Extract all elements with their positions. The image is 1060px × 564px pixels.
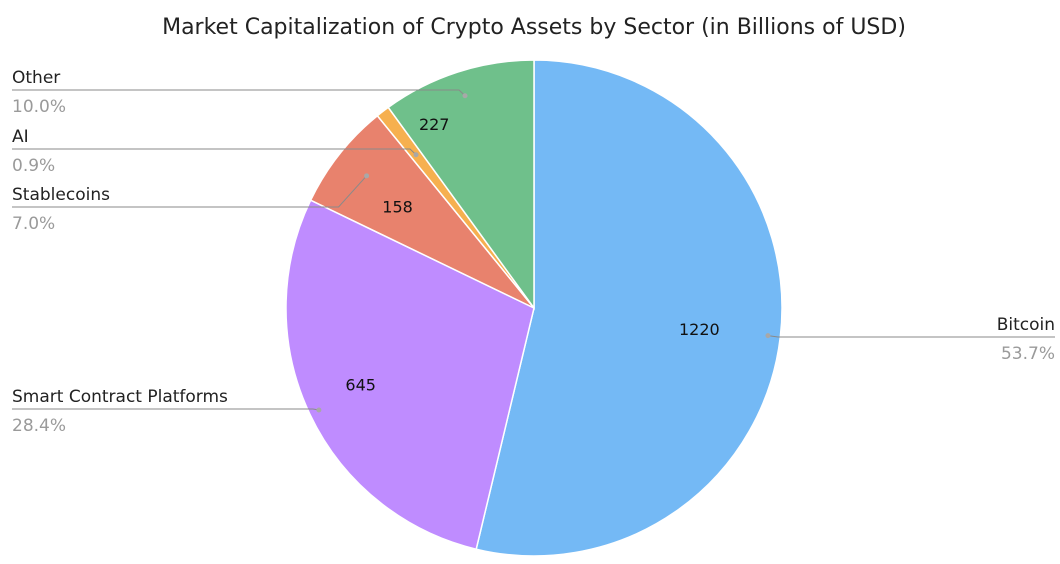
slice-value-label: 227 (419, 115, 450, 134)
callout-leader-line (12, 408, 319, 411)
slice-value-label: 1220 (679, 320, 720, 339)
callout-percent: 0.9% (12, 156, 55, 176)
callout-leader-line (767, 335, 1055, 338)
callout-label: Stablecoins (12, 185, 110, 205)
pie-callouts: Bitcoin 53.7% Smart Contract Platforms 28.4… (12, 68, 1055, 436)
callout-label: Bitcoin (997, 315, 1055, 335)
callout-percent: 28.4% (12, 416, 66, 436)
callout-percent: 53.7% (1001, 344, 1055, 364)
slice-value-label: 645 (345, 376, 376, 395)
callout-dot (413, 152, 419, 158)
callout-dot (462, 93, 468, 99)
callout-leader-line (12, 148, 417, 156)
callout-leader-line (12, 175, 367, 208)
callout-dot (364, 173, 370, 179)
slice-value-label: 158 (382, 198, 413, 217)
callout-dot (765, 333, 771, 339)
pie-slice-stablecoins (309, 114, 535, 309)
callout-label: AI (12, 127, 29, 147)
pie-slice-other (387, 59, 535, 311)
callout-label: Other (12, 68, 60, 88)
pie-slice-smart-contract-platforms (285, 199, 535, 551)
chart-title: Market Capitalization of Crypto Assets b… (162, 15, 906, 40)
pie-slices (285, 59, 783, 557)
callout-percent: 7.0% (12, 214, 55, 234)
callout-label: Smart Contract Platforms (12, 387, 228, 407)
pie-value-labels: 1220 645 158 227 (345, 115, 719, 394)
callout-dot (316, 407, 322, 413)
callout-leader-line (12, 89, 466, 97)
callout-percent: 10.0% (12, 97, 66, 117)
